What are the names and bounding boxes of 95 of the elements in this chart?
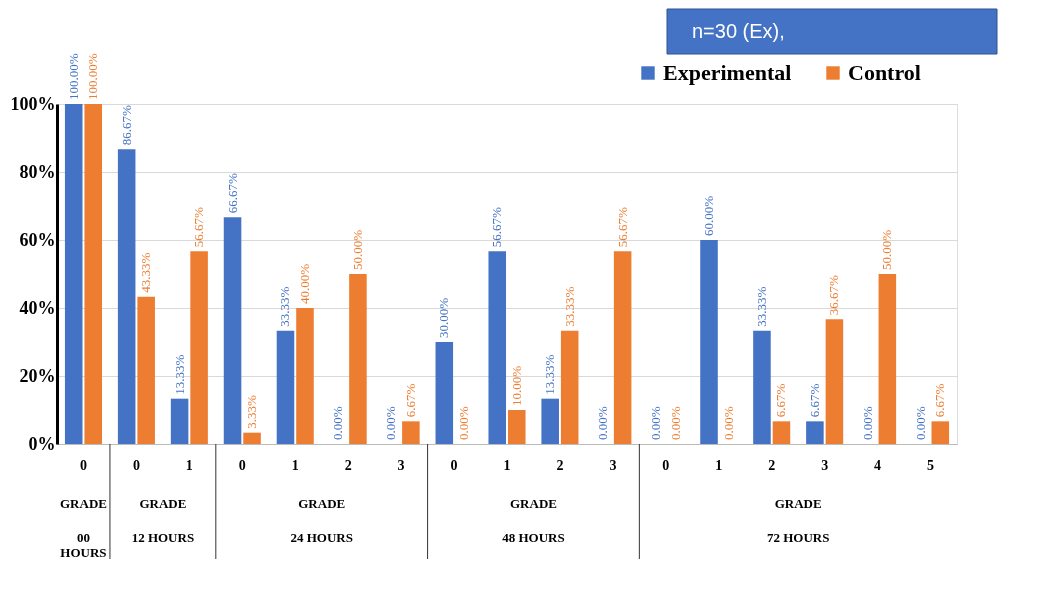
data-label: 33.33% — [277, 286, 293, 327]
x-tick-label: 1 — [503, 457, 511, 473]
text: 00 HOURS — [60, 530, 107, 560]
text: GRADE — [298, 496, 346, 511]
x-tick-label: 2 — [556, 457, 564, 473]
y-tick-label: 0% — [28, 433, 56, 454]
data-label: 60.00% — [701, 195, 717, 236]
legend-label: Control — [848, 60, 921, 85]
bar — [117, 149, 136, 444]
x-tick-label: 0 — [450, 457, 458, 473]
bar — [753, 330, 771, 444]
data-label: 0.00% — [595, 406, 611, 440]
data-label: 66.67% — [224, 173, 240, 214]
bar — [276, 330, 295, 444]
data-label: 6.67% — [932, 383, 948, 418]
legend-label: Experimental — [663, 60, 792, 85]
data-label: 13.33% — [542, 354, 558, 395]
data-label: 86.67% — [118, 105, 134, 146]
y-tick-label: 80% — [19, 161, 56, 182]
data-label: 33.33% — [561, 286, 577, 327]
bar — [931, 421, 950, 444]
data-label: 0.00% — [648, 406, 664, 440]
x-tick-label: 2 — [344, 457, 352, 473]
bar — [243, 432, 261, 444]
bar — [84, 104, 102, 444]
data-label: 40.00% — [296, 263, 312, 304]
data-label: 0.00% — [912, 406, 928, 440]
bar — [402, 421, 420, 444]
text: GRADE — [509, 496, 557, 511]
data-label: 0.00% — [720, 406, 736, 440]
x-tick-label: 1 — [185, 457, 193, 473]
data-label: 10.00% — [508, 365, 524, 406]
bar — [806, 421, 824, 444]
bar — [137, 296, 155, 444]
x-tick-label: 0 — [662, 457, 670, 473]
data-label: 0.00% — [330, 406, 346, 440]
bar — [878, 274, 897, 444]
bar — [507, 410, 526, 444]
x-tick-label: 0 — [132, 457, 140, 473]
bar — [435, 342, 454, 444]
data-label: 6.67% — [806, 383, 822, 418]
x-tick-label: 3 — [397, 457, 405, 473]
x-tick-label: 1 — [291, 457, 299, 473]
data-label: 33.33% — [753, 286, 769, 327]
data-label: 50.00% — [349, 229, 365, 270]
x-tick-label: 3 — [821, 457, 829, 473]
y-tick-label: 40% — [19, 297, 56, 318]
bar — [296, 308, 314, 444]
text: 48 HOURS — [502, 530, 565, 545]
text: 24 HOURS — [290, 530, 353, 545]
data-label: 56.67% — [489, 207, 505, 248]
y-tick-label: 100% — [10, 93, 56, 114]
x-tick-label: 1 — [715, 457, 723, 473]
y-tick-label: 20% — [19, 365, 56, 386]
data-label: 56.67% — [614, 207, 630, 248]
data-label: 0.00% — [667, 406, 683, 440]
text: n=30 (Ex), — [692, 20, 785, 42]
data-label: 0.00% — [383, 406, 399, 440]
bar — [560, 330, 579, 444]
data-label: 56.67% — [191, 207, 207, 248]
data-label: 50.00% — [879, 229, 895, 270]
bar — [825, 319, 844, 444]
y-tick-label: 60% — [19, 229, 56, 250]
text: GRADE — [774, 496, 822, 511]
bar — [170, 398, 189, 444]
data-label: 100.00% — [85, 53, 101, 100]
data-label: 30.00% — [436, 297, 452, 338]
x-tick-label: 5 — [927, 457, 935, 473]
bar — [223, 217, 242, 444]
bar — [64, 104, 83, 444]
data-label: 6.67% — [402, 383, 418, 418]
x-tick-label: 0 — [238, 457, 246, 473]
text: 72 HOURS — [766, 530, 830, 545]
bar — [190, 251, 208, 444]
bar — [700, 240, 718, 444]
data-label: 0.00% — [859, 406, 875, 440]
data-label: 100.00% — [65, 53, 81, 100]
text: GRADE — [139, 496, 187, 511]
data-label: 36.67% — [826, 275, 842, 316]
x-tick-label: 4 — [874, 457, 882, 473]
data-label: 3.33% — [244, 394, 260, 429]
x-tick-label: 3 — [609, 457, 617, 473]
bar — [613, 251, 632, 444]
data-label: 0.00% — [455, 406, 471, 440]
bar — [772, 421, 791, 444]
x-tick-label: 2 — [768, 457, 776, 473]
x-tick-label: 0 — [79, 457, 87, 473]
bar — [488, 251, 507, 444]
data-label: 6.67% — [773, 383, 789, 418]
bar — [541, 398, 559, 444]
bar — [349, 274, 367, 444]
text: 12 HOURS — [131, 530, 195, 545]
text: GRADE — [59, 496, 107, 511]
data-label: 13.33% — [171, 354, 187, 395]
data-label: 43.33% — [138, 252, 154, 293]
